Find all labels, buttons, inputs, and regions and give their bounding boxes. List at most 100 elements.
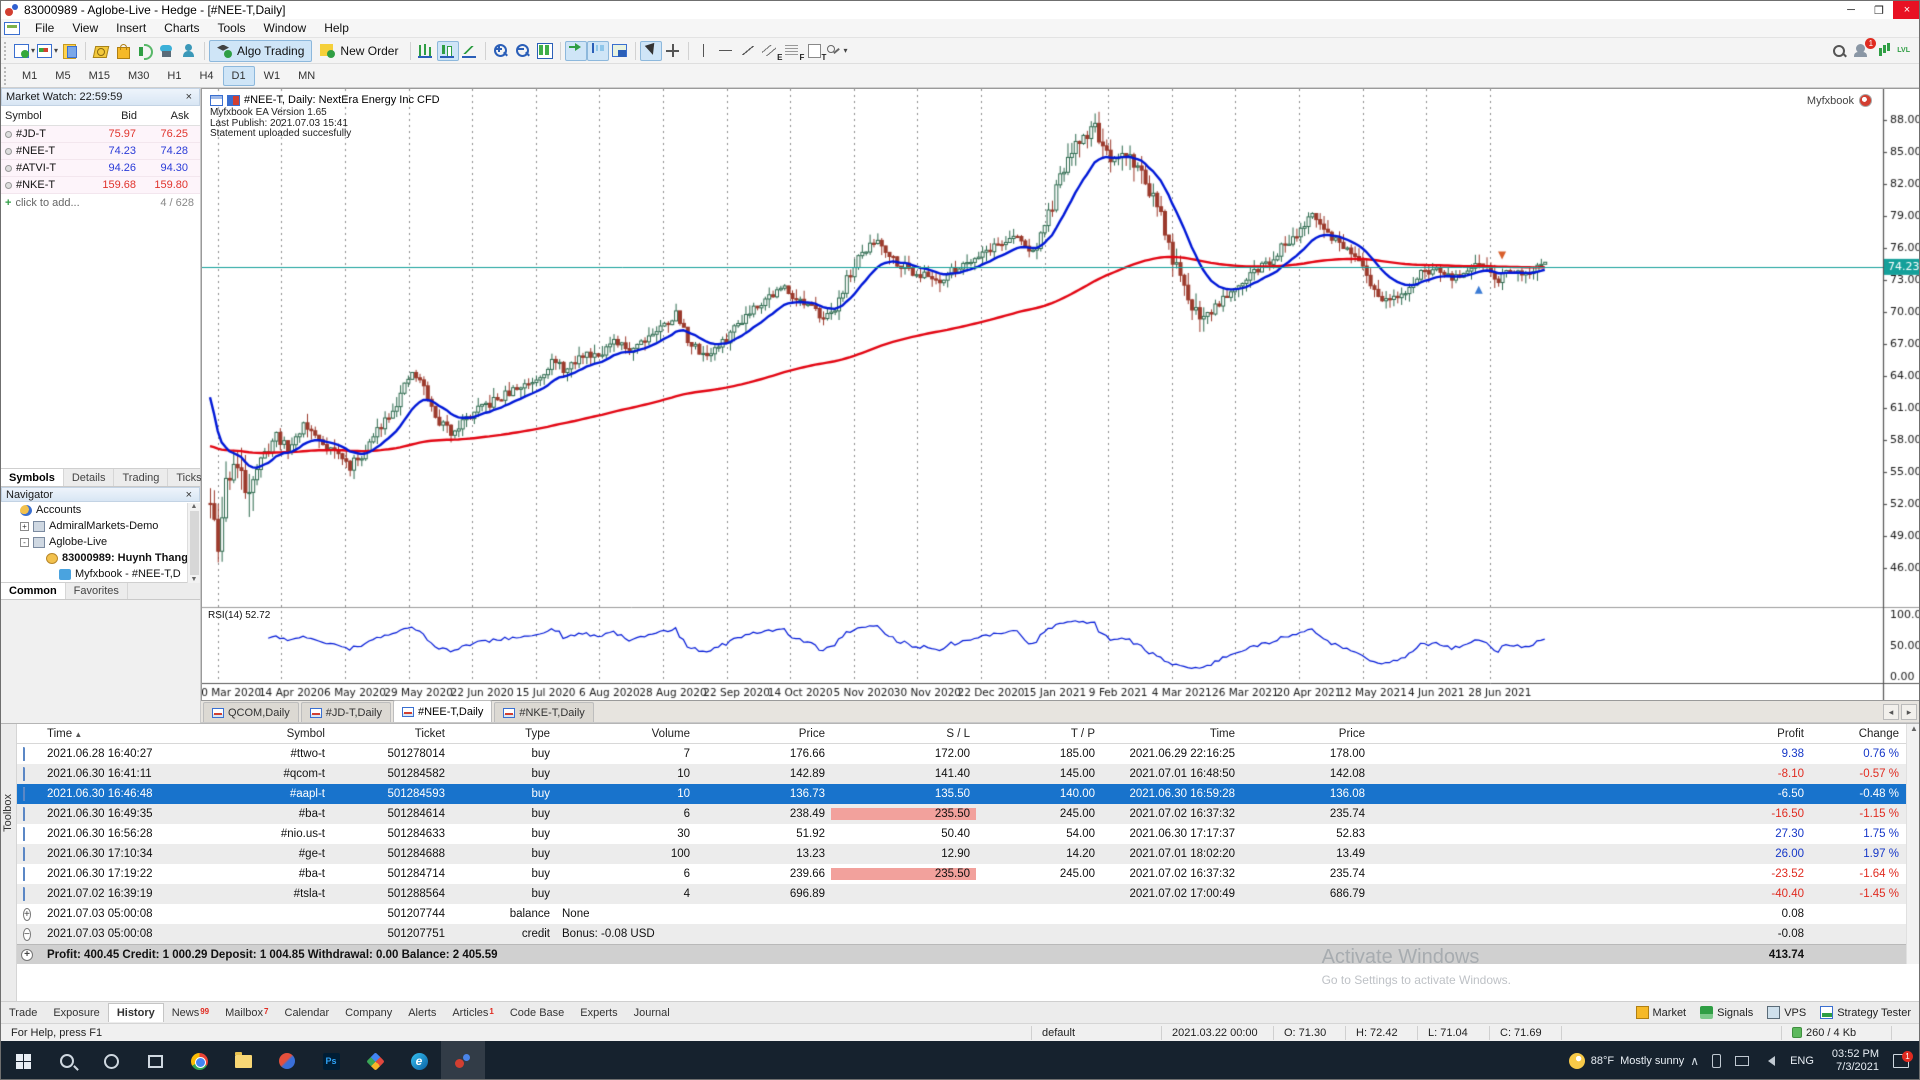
navigator-item[interactable]: + AdmiralMarkets-Demo [1, 518, 200, 534]
menu-charts[interactable]: Charts [164, 21, 200, 35]
tabs-scroll-right-icon[interactable]: ▸ [1901, 704, 1917, 720]
taskbar-search-icon[interactable] [45, 1041, 89, 1079]
metatrader-taskbar-icon[interactable] [441, 1041, 485, 1079]
column-header-sl[interactable]: S / L [946, 727, 970, 740]
history-row-#tsla-t[interactable]: 2021.07.02 16:39:19 #tsla-t 501288564 buy 4 6… [17, 884, 1919, 904]
navigator-item[interactable]: 83000989: Huynh Thang [1, 550, 200, 566]
history-row-#qcom-t[interactable]: 2021.06.30 16:41:11 #qcom-t 501284582 buy 10… [17, 764, 1919, 784]
nav-tab-common[interactable]: Common [1, 583, 66, 599]
chart-tab--nee-t-daily[interactable]: #NEE-T,Daily [392, 700, 493, 722]
signals-button[interactable]: Signals [1700, 1006, 1753, 1019]
text-label-icon[interactable]: T [803, 41, 826, 62]
toolbox-tab-calendar[interactable]: Calendar [284, 1006, 330, 1019]
crosshair-icon[interactable] [662, 41, 684, 61]
restore-button[interactable]: ❐ [1874, 4, 1884, 17]
column-header-volume[interactable]: Volume [651, 727, 690, 740]
scrollbar-thumb[interactable] [189, 511, 199, 575]
toolbox-tab-company[interactable]: Company [345, 1006, 393, 1019]
mw-column-symbol[interactable]: Symbol [5, 109, 42, 122]
market-watch-close-icon[interactable]: × [185, 91, 192, 103]
expand-icon[interactable]: + [20, 521, 29, 531]
hidden-icons-chevron[interactable]: ∧ [1690, 1054, 1700, 1068]
menu-tools[interactable]: Tools [217, 21, 246, 35]
mdi-chart-icon[interactable] [4, 21, 20, 35]
toolbox-tab-news[interactable]: News 99 [171, 1006, 210, 1019]
mw-column-bid[interactable]: Bid [121, 109, 137, 122]
trend-line-icon[interactable] [737, 41, 759, 61]
signals-icon[interactable] [134, 41, 156, 61]
community-search-icon[interactable] [178, 41, 200, 61]
price-chart[interactable] [202, 89, 1919, 700]
fibonacci-icon[interactable]: F [781, 41, 804, 62]
add-symbol-icon[interactable]: + [5, 197, 12, 209]
history-row-#ge-t[interactable]: 2021.06.30 17:10:34 #ge-t 501284688 buy 100 1… [17, 844, 1919, 864]
market-icon[interactable] [112, 41, 134, 61]
market-watch-row[interactable]: #JD-T 75.97 76.25 [1, 126, 200, 143]
app-diamond-icon[interactable] [353, 1041, 397, 1079]
toolbox-tab-history[interactable]: History [107, 1003, 164, 1022]
history-row-credit[interactable]: −2021.07.03 05:00:08 501207751 credit Bonus… [17, 924, 1919, 944]
timeframe-h1[interactable]: H1 [167, 69, 182, 82]
tile-windows-icon[interactable] [534, 41, 556, 61]
task-view-icon[interactable] [133, 1041, 177, 1079]
search-icon[interactable] [1828, 41, 1850, 61]
weather-icon[interactable] [1568, 1053, 1585, 1069]
market-watch-row[interactable]: #NKE-T 159.68 159.80 [1, 177, 200, 194]
menu-insert[interactable]: Insert [116, 21, 147, 35]
scroll-down-icon[interactable]: ▼ [190, 576, 198, 583]
market-button[interactable]: Market [1635, 1006, 1686, 1019]
add-symbol-label[interactable]: click to add... [15, 197, 80, 209]
collapse-icon[interactable]: - [20, 537, 29, 547]
horizontal-line-icon[interactable] [715, 41, 737, 61]
column-header-profit[interactable]: Profit [1777, 727, 1804, 740]
navigator-scrollbar[interactable]: ▲ ▼ [187, 503, 200, 583]
column-header-price[interactable]: Price [798, 727, 825, 740]
candlestick-chart-icon[interactable] [437, 40, 460, 61]
volume-icon[interactable] [1763, 1056, 1776, 1066]
nav-tab-favorites[interactable]: Favorites [66, 583, 128, 599]
edge-icon[interactable]: e [397, 1041, 441, 1079]
zoom-in-icon[interactable] [490, 41, 512, 61]
new-chart-icon[interactable]: ▾ [13, 41, 36, 61]
history-row-#aapl-t[interactable]: 2021.06.30 16:46:48 #aapl-t 501284593 buy 10… [17, 784, 1919, 804]
history-row-#nio.us-t[interactable]: 2021.06.30 16:56:28 #nio.us-t 501284633 buy… [17, 824, 1919, 844]
algo-trading-button[interactable]: Algo Trading [209, 39, 313, 62]
toolbox-tab-alerts[interactable]: Alerts [408, 1006, 437, 1019]
column-header-time2[interactable]: Time [1209, 727, 1235, 740]
vps-button[interactable]: VPS [1767, 1006, 1806, 1019]
column-header-ticket[interactable]: Ticket [414, 727, 445, 740]
toolbox-tab-mailbox[interactable]: Mailbox 7 [225, 1006, 269, 1019]
navigator-item[interactable]: - Aglobe-Live [1, 534, 200, 550]
phone-link-icon[interactable] [1712, 1054, 1722, 1068]
history-row-balance[interactable]: +2021.07.03 05:00:08 501207744 balance None… [23, 908, 1804, 921]
bar-chart-icon[interactable] [415, 41, 437, 61]
navigator-item[interactable]: Myfxbook - #NEE-T,D [1, 566, 200, 582]
weather-temp[interactable]: 88°F [1590, 1055, 1615, 1067]
tester-button[interactable]: Strategy Tester [1820, 1006, 1911, 1019]
vertical-line-icon[interactable] [693, 41, 715, 61]
weather-condition[interactable]: Mostly sunny [1620, 1055, 1685, 1067]
notifications-icon[interactable]: 1 [1850, 37, 1877, 61]
deposit-icon[interactable] [59, 41, 81, 61]
coins-icon[interactable] [90, 41, 112, 61]
history-row-#ba-t[interactable]: 2021.06.30 16:49:35 #ba-t 501284614 buy 6 238… [17, 804, 1919, 824]
scroll-up-icon[interactable]: ▲ [190, 503, 198, 510]
mw-tab-symbols[interactable]: Symbols [1, 469, 64, 486]
chart-tab-qcom-daily[interactable]: QCOM,Daily [203, 702, 299, 722]
menu-view[interactable]: View [72, 21, 99, 35]
app-red-blue-icon[interactable] [265, 1041, 309, 1079]
mw-tab-trading[interactable]: Trading [114, 469, 169, 486]
timeframe-m15[interactable]: M15 [88, 69, 110, 82]
timeframe-m5[interactable]: M5 [55, 69, 71, 82]
timeframe-h4[interactable]: H4 [199, 69, 214, 82]
timeframe-w1[interactable]: W1 [263, 69, 281, 82]
column-header-symbol[interactable]: Symbol [286, 727, 325, 740]
chart-tab--nke-t-daily[interactable]: #NKE-T,Daily [494, 702, 594, 722]
market-watch-row[interactable]: #NEE-T 74.23 74.28 [1, 143, 200, 160]
toolbox-tab-articles[interactable]: Articles 1 [452, 1006, 494, 1019]
column-header-time[interactable]: Time ▲ [47, 727, 83, 740]
start-button[interactable] [1, 1041, 45, 1079]
column-header-price2[interactable]: Price [1338, 727, 1365, 740]
new-order-button[interactable]: New Order [312, 40, 406, 62]
toolbox-tab-exposure[interactable]: Exposure [53, 1006, 100, 1019]
